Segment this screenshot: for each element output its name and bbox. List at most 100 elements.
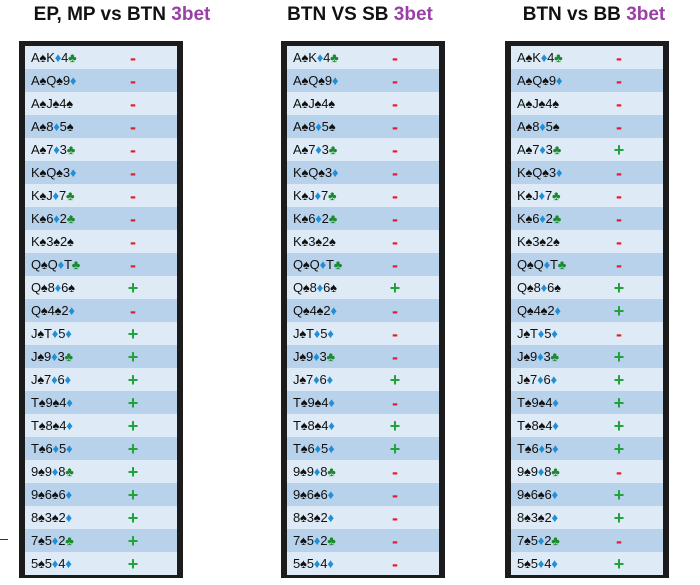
hand-row: 7♠5♦2♣ - [287,529,439,552]
minus-mark: - [130,93,136,114]
minus-mark: - [616,185,622,206]
hand-label: K♠Q♠3♦ [517,165,563,180]
hand-row: K♠6♦2♣ - [25,207,177,230]
hand-label: A♠8♦5♠ [293,119,336,134]
hand-row: A♠Q♠9♦ - [25,69,177,92]
hand-row: A♠J♠4♠ - [25,92,177,115]
hand-row: J♠T♦5♦ - [287,322,439,345]
hand-row: K♠6♦2♣ - [511,207,663,230]
plus-mark: + [389,438,401,459]
hand-row: T♠6♦5♦ + [25,437,177,460]
hand-label: 7♠5♦2♣ [31,533,74,548]
hand-row: A♠7♦3♣ - [25,138,177,161]
hand-row: T♠8♠4♦ + [287,414,439,437]
hand-row: A♠K♦4♣ - [287,46,439,69]
hand-row: K♠3♠2♠ - [511,230,663,253]
hand-label: A♠Q♠9♦ [31,73,77,88]
hand-label: J♠T♦5♦ [31,326,72,341]
minus-mark: - [130,208,136,229]
hand-row: Q♠Q♦T♣ - [511,253,663,276]
minus-mark: - [130,70,136,91]
hand-row: K♠Q♠3♦ - [511,161,663,184]
hand-row: A♠8♦5♠ - [25,115,177,138]
panel-title-btn-vs-sb: BTN VS SB 3bet [255,4,465,30]
hand-label: Q♠8♦6♠ [31,280,75,295]
hand-row: K♠J♦7♣ - [287,184,439,207]
minus-mark: - [392,231,398,252]
hand-label: J♠9♦3♣ [293,349,335,364]
hand-row: Q♠4♠2♦ + [511,299,663,322]
plus-mark: + [127,346,139,367]
hand-row: A♠8♦5♠ - [511,115,663,138]
hand-label: J♠9♦3♣ [517,349,559,364]
plus-mark: + [127,392,139,413]
minus-mark: - [130,139,136,160]
plus-mark: + [389,277,401,298]
minus-mark: - [392,484,398,505]
hand-row: 5♠5♦4♦ + [511,552,663,575]
hand-label: K♠3♠2♠ [31,234,74,249]
minus-mark: - [392,392,398,413]
hand-label: A♠Q♠9♦ [517,73,563,88]
hand-row: J♠7♦6♦ + [511,368,663,391]
hand-label: K♠6♦2♣ [31,211,76,226]
hand-rows: A♠K♦4♣ - A♠Q♠9♦ - A♠J♠4♠ - A♠8♦5♠ - A♠7♦3♣ - K♠Q♠3… [25,46,177,575]
plus-mark: + [613,484,625,505]
hand-label: 9♠9♦8♣ [293,464,336,479]
minus-mark: - [392,346,398,367]
hand-label: K♠J♦7♣ [293,188,337,203]
hand-label: K♠Q♠3♦ [31,165,77,180]
hand-row: K♠6♦2♣ - [287,207,439,230]
hand-row: A♠Q♠9♦ - [287,69,439,92]
hand-row: Q♠8♦6♠ + [287,276,439,299]
hand-label: A♠8♦5♠ [517,119,560,134]
hand-row: A♠K♦4♣ - [511,46,663,69]
plus-mark: + [613,553,625,574]
hand-row: 9♠6♠6♦ + [25,483,177,506]
hand-row: J♠9♦3♣ + [511,345,663,368]
hand-label: T♠9♠4♦ [517,395,559,410]
hand-label: T♠8♠4♦ [517,418,559,433]
hand-label: K♠J♦7♣ [517,188,561,203]
hand-label: T♠6♦5♦ [31,441,73,456]
hand-label: J♠7♦6♦ [293,372,333,387]
hand-row: K♠3♠2♠ - [287,230,439,253]
plus-mark: + [613,369,625,390]
hand-label: A♠K♦4♣ [293,50,339,65]
minus-mark: - [392,553,398,574]
hand-label: 9♠6♠6♦ [31,487,72,502]
hand-label: 7♠5♦2♣ [517,533,560,548]
panel-title-text: EP, MP vs BTN [33,4,172,25]
panel-title-highlight: 3bet [393,4,433,25]
minus-mark: - [616,70,622,91]
panel-title-ep-mp-vs-btn: EP, MP vs BTN 3bet [2,4,242,30]
hand-label: J♠T♦5♦ [293,326,334,341]
hand-label: A♠J♠4♠ [31,96,73,111]
hand-label: Q♠Q♦T♣ [293,257,343,272]
hand-row: J♠7♦6♦ + [287,368,439,391]
minus-mark: - [392,116,398,137]
hand-label: T♠9♠4♦ [293,395,335,410]
hand-row: 9♠6♠6♦ + [511,483,663,506]
minus-mark: - [392,530,398,551]
minus-mark: - [130,300,136,321]
hand-row: K♠3♠2♠ - [25,230,177,253]
minus-mark: - [392,461,398,482]
hand-row: J♠9♦3♣ + [25,345,177,368]
hand-row: T♠9♠4♦ - [287,391,439,414]
hand-label: 8♠3♠2♦ [31,510,72,525]
hand-label: T♠8♠4♦ [31,418,73,433]
minus-mark: - [616,254,622,275]
hand-label: A♠K♦4♣ [517,50,563,65]
hand-label: Q♠4♠2♦ [517,303,561,318]
hand-label: A♠7♦3♣ [31,142,76,157]
hand-label: A♠Q♠9♦ [293,73,339,88]
hand-label: Q♠Q♦T♣ [31,257,81,272]
hand-label: A♠K♦4♣ [31,50,77,65]
hand-label: A♠J♠4♠ [293,96,335,111]
hand-row: K♠Q♠3♦ - [25,161,177,184]
minus-mark: - [616,47,622,68]
minus-mark: - [392,93,398,114]
plus-mark: + [613,300,625,321]
hand-label: 5♠5♦4♦ [31,556,72,571]
